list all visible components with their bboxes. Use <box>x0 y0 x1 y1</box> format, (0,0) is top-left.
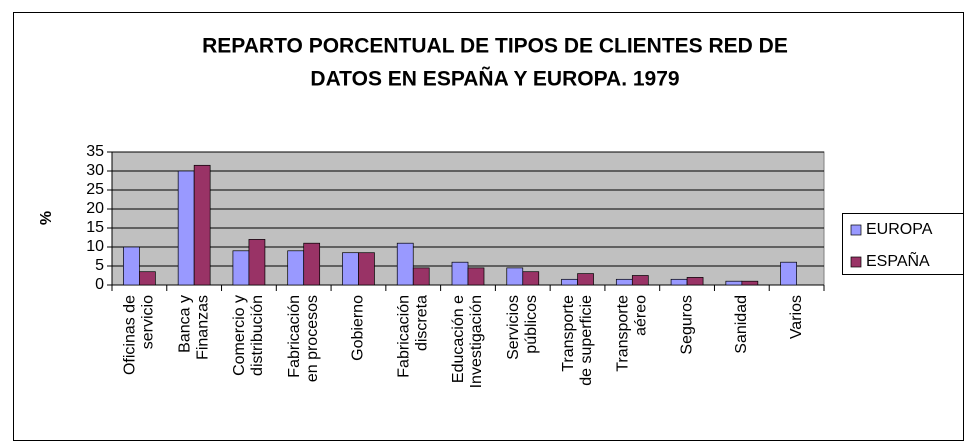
bar <box>287 250 305 286</box>
bar <box>577 273 594 286</box>
x-tick-label: Seguros <box>678 295 695 355</box>
legend-swatch <box>850 256 862 268</box>
y-tick-label: 10 <box>86 238 104 255</box>
bar <box>139 271 156 286</box>
x-tick-label: de superficie <box>578 295 595 386</box>
y-tick-label: 25 <box>86 181 104 198</box>
x-tick-label: Servicios <box>505 295 522 360</box>
y-tick-label: 15 <box>86 219 104 236</box>
bar <box>686 277 704 286</box>
x-tick-label: en procesos <box>304 295 321 382</box>
bar <box>123 246 140 286</box>
bar <box>193 164 211 286</box>
bar <box>670 278 688 286</box>
bar <box>451 261 469 286</box>
y-tick-label: 35 <box>86 143 104 160</box>
x-tick-label: Banca y <box>176 295 193 353</box>
x-tick-label: aéreo <box>633 295 650 336</box>
bar <box>232 250 250 286</box>
bar <box>177 170 195 286</box>
x-tick-label: Finanzas <box>194 295 211 360</box>
bar <box>412 267 430 286</box>
legend-label: EUROPA <box>866 221 933 238</box>
bar <box>467 267 485 286</box>
x-tick-label: Oficinas de <box>122 295 139 375</box>
y-tick-label: 5 <box>95 257 104 274</box>
x-tick-label: Transporte <box>615 295 632 372</box>
chart-title: DATOS EN ESPAÑA Y EUROPA. 1979 <box>310 68 679 91</box>
bar <box>506 267 524 286</box>
x-tick-label: discreta <box>413 295 430 351</box>
chart-title: REPARTO PORCENTUAL DE TIPOS DE CLIENTES … <box>202 35 788 58</box>
bar <box>358 252 375 286</box>
bar <box>615 278 633 286</box>
y-tick-label: 0 <box>95 276 104 293</box>
x-tick-label: distribución <box>249 295 266 376</box>
bar <box>248 239 266 286</box>
legend-label: ESPAÑA <box>866 250 930 270</box>
x-tick-label: públicos <box>523 295 540 354</box>
bar <box>780 261 797 286</box>
x-tick-label: Gobierno <box>350 295 367 361</box>
x-tick-label: Comercio y <box>231 295 248 376</box>
bar <box>725 280 743 286</box>
bar <box>631 275 649 286</box>
x-tick-label: Sanidad <box>733 295 750 354</box>
y-tick-label: 30 <box>86 162 104 179</box>
bar <box>303 242 321 286</box>
bar <box>561 278 578 286</box>
bar <box>396 242 414 286</box>
legend-box <box>842 213 964 275</box>
bar <box>342 252 359 286</box>
x-tick-label: servicio <box>140 295 157 349</box>
x-tick-label: Transporte <box>560 295 577 372</box>
x-tick-label: Varios <box>788 295 805 339</box>
bar <box>741 280 759 286</box>
y-tick-label: 20 <box>86 200 104 217</box>
x-tick-label: Educación e <box>450 295 467 383</box>
x-tick-label: Investigación <box>468 295 485 388</box>
legend-swatch <box>850 224 862 236</box>
y-axis-label: % <box>38 211 55 225</box>
x-tick-label: Fabricación <box>395 295 412 378</box>
bar <box>522 271 540 286</box>
x-tick-label: Fabricación <box>286 295 303 378</box>
